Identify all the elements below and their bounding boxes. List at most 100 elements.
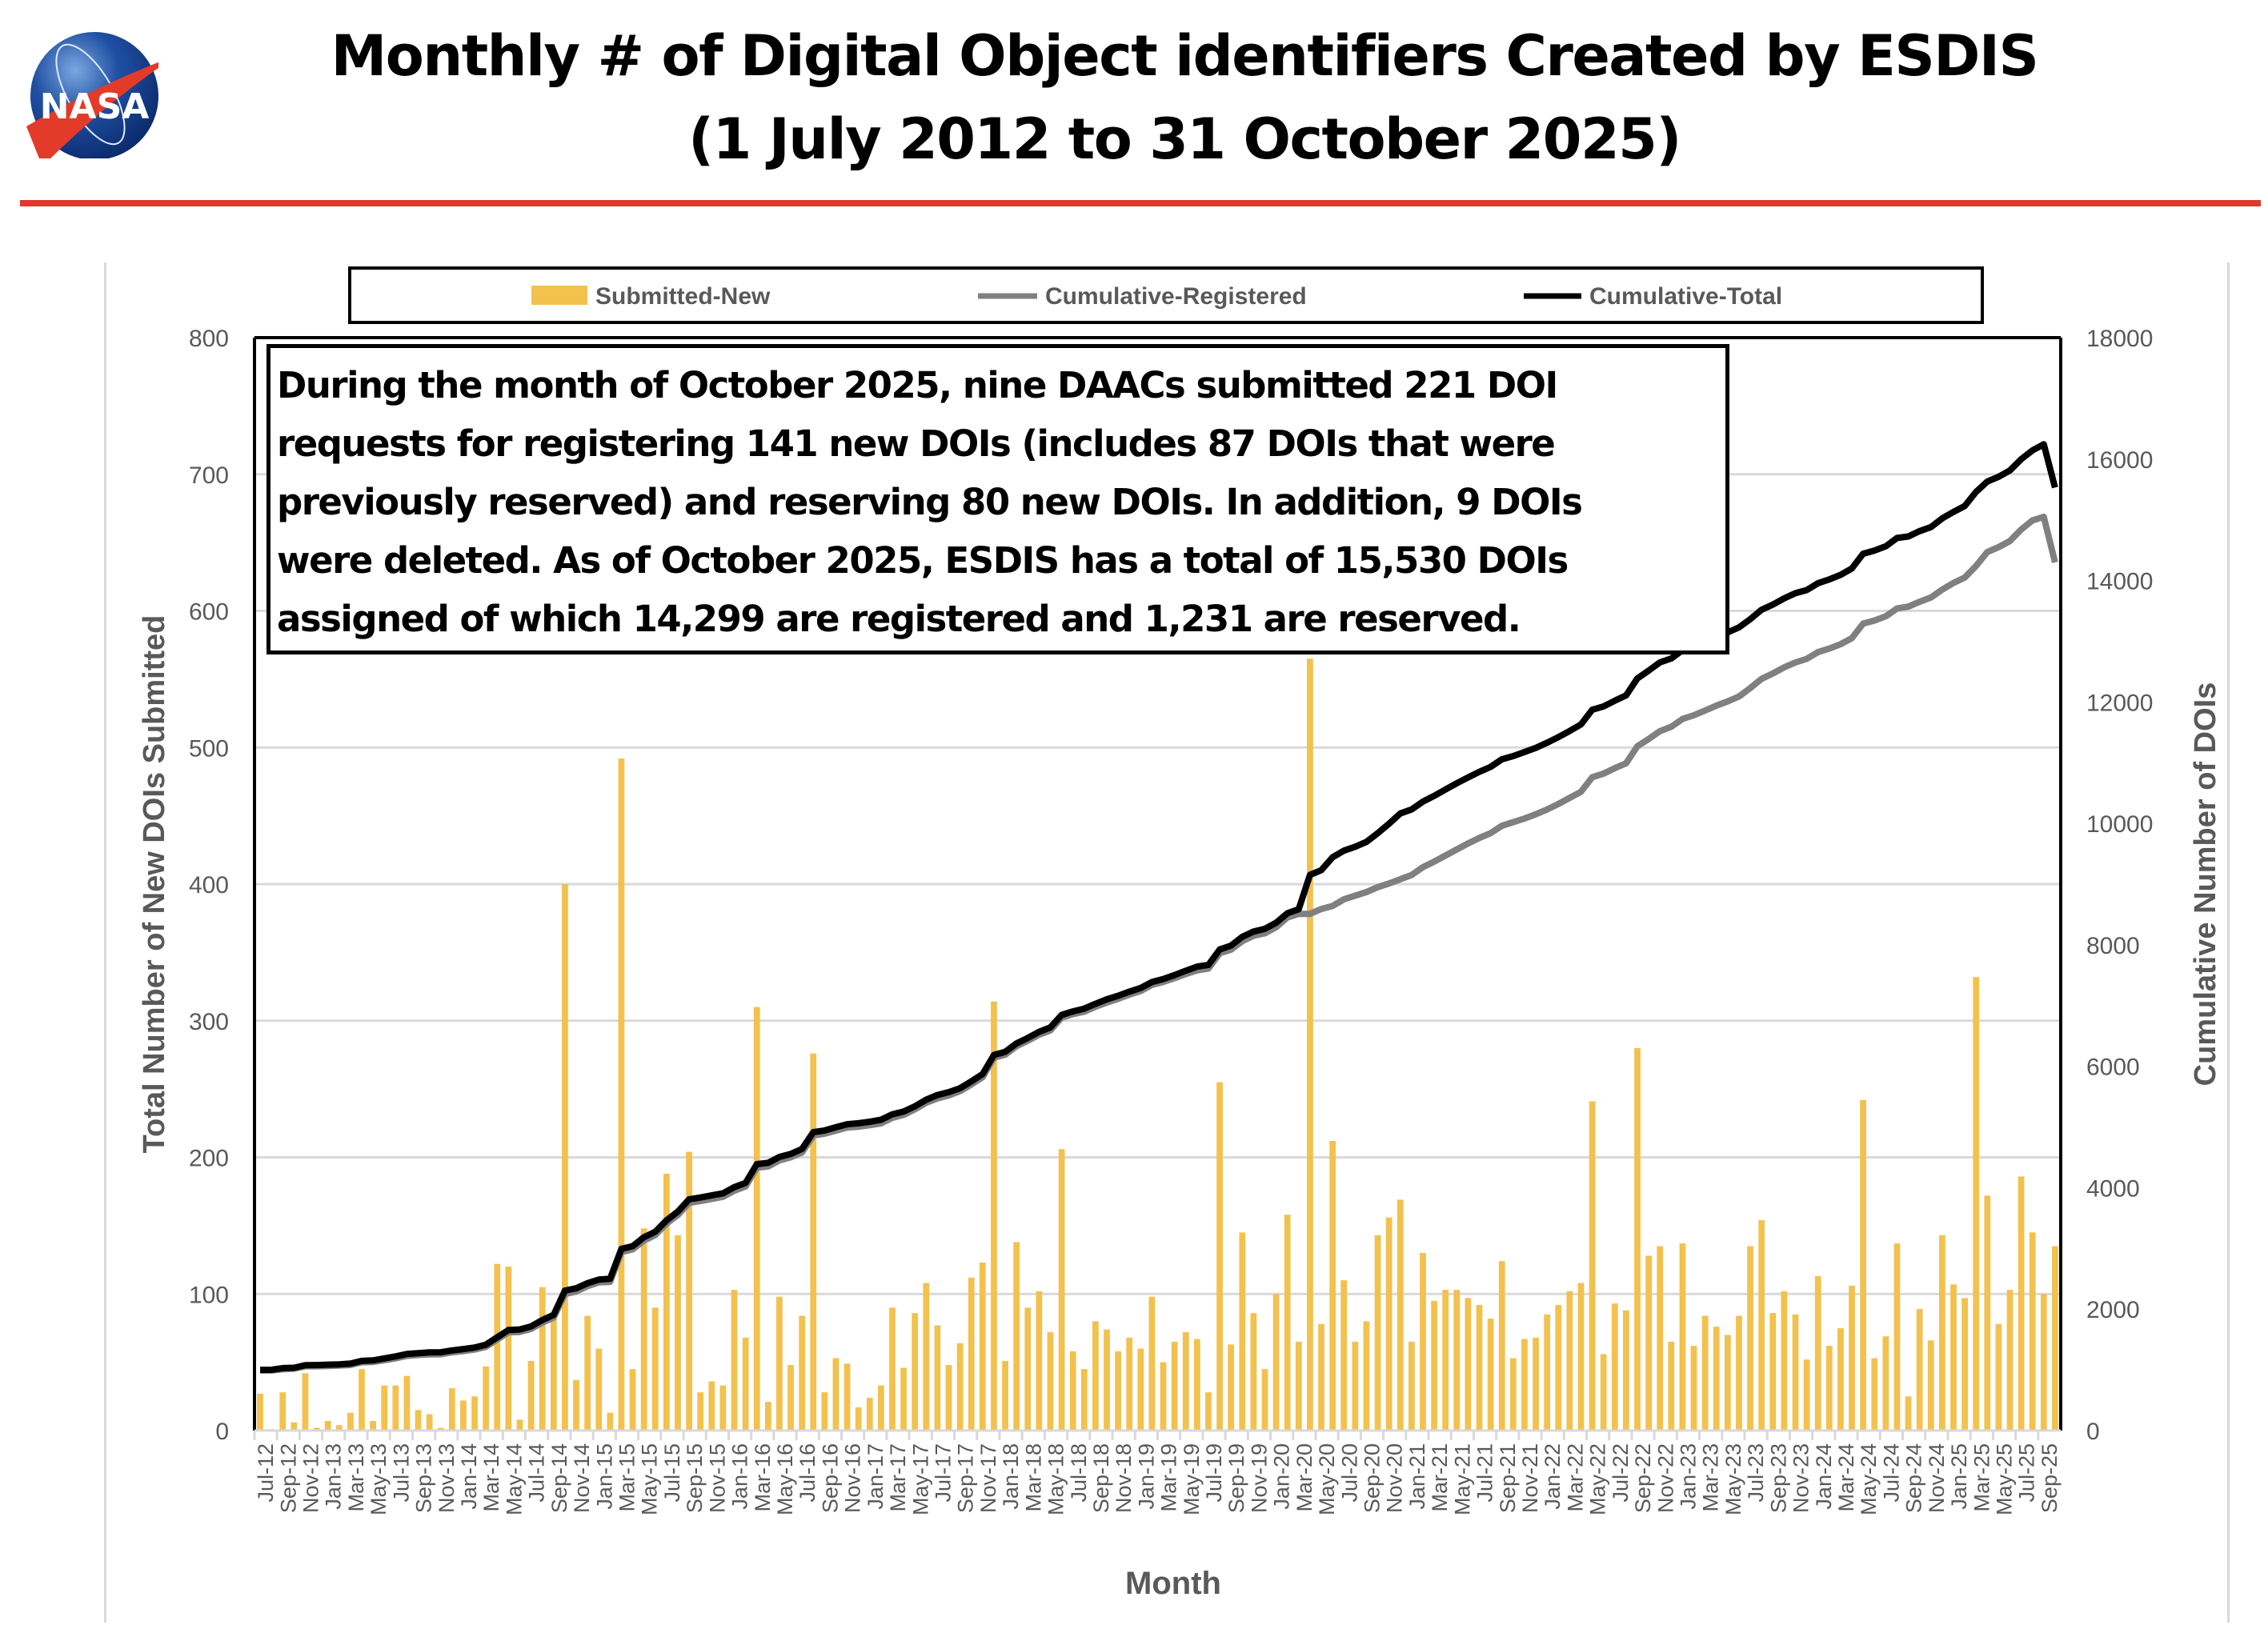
bar-submitted-new <box>776 1296 783 1431</box>
bar-submitted-new <box>923 1283 930 1431</box>
x-tick-label: Mar-15 <box>615 1443 639 1512</box>
x-tick-label: Jul-22 <box>1609 1443 1633 1503</box>
bar-submitted-new <box>1860 1099 1867 1431</box>
bar-submitted-new <box>1408 1342 1415 1431</box>
x-tick-label: Jan-24 <box>1812 1443 1836 1510</box>
x-tick-label: May-24 <box>1857 1443 1881 1515</box>
x-tick-label: May-16 <box>773 1443 797 1515</box>
bar-submitted-new <box>843 1363 851 1431</box>
x-tick-label: Sep-21 <box>1496 1443 1520 1513</box>
x-tick-label: May-23 <box>1721 1443 1745 1515</box>
bar-submitted-new <box>494 1263 501 1431</box>
x-tick-label: May-14 <box>502 1443 526 1515</box>
bar-submitted-new <box>1171 1342 1178 1431</box>
bar-submitted-new <box>855 1407 862 1431</box>
bar-submitted-new <box>1792 1314 1799 1431</box>
bar-submitted-new <box>448 1388 455 1431</box>
bar-submitted-new <box>1533 1337 1539 1431</box>
x-tick-label: Nov-19 <box>1248 1443 1272 1513</box>
bar-submitted-new <box>1736 1315 1742 1431</box>
bar-submitted-new <box>1024 1307 1032 1431</box>
line-cumulative-total <box>260 441 2058 1374</box>
bar-submitted-new <box>787 1365 794 1431</box>
bar-submitted-new <box>1668 1342 1675 1431</box>
bar-submitted-new <box>799 1315 806 1431</box>
bar-submitted-new <box>2029 1232 2036 1431</box>
bar-submitted-new <box>1555 1304 1562 1431</box>
x-tick-label: Sep-25 <box>2038 1443 2062 1513</box>
x-tick-label: Sep-24 <box>1902 1443 1926 1513</box>
bar-submitted-new <box>1916 1309 1923 1431</box>
y-tick-left: 300 <box>189 1009 229 1035</box>
bar-submitted-new <box>1701 1315 1709 1431</box>
bar-submitted-new <box>437 1427 444 1431</box>
x-tick-label: Sep-14 <box>547 1443 571 1513</box>
bar-submitted-new <box>1645 1255 1653 1431</box>
bar-submitted-new <box>1442 1290 1449 1431</box>
bar-submitted-new <box>1657 1246 1664 1431</box>
bar-submitted-new <box>1769 1313 1777 1431</box>
bar-submitted-new <box>426 1414 433 1431</box>
bar-submitted-new <box>697 1392 704 1431</box>
bar-submitted-new <box>460 1400 467 1431</box>
x-tick-label: Sep-17 <box>954 1443 978 1513</box>
bar-submitted-new <box>1340 1280 1348 1431</box>
bar-submitted-new <box>686 1151 692 1431</box>
annotation-line-2: requests for registering 141 new DOIs (i… <box>277 422 1556 465</box>
x-tick-label: Nov-22 <box>1653 1443 1677 1513</box>
bar-submitted-new <box>1058 1149 1065 1431</box>
x-tick-label: Jul-24 <box>1879 1443 1903 1503</box>
x-tick-label: Jan-20 <box>1270 1443 1294 1510</box>
bar-submitted-new <box>832 1358 839 1431</box>
bar-submitted-new <box>1544 1314 1551 1431</box>
x-tick-label: Nov-24 <box>1925 1443 1949 1513</box>
bar-submitted-new <box>1600 1354 1607 1431</box>
bar-submitted-new <box>381 1385 388 1431</box>
bar-submitted-new <box>1284 1215 1291 1431</box>
bar-submitted-new <box>279 1392 287 1431</box>
legend-label-cumulative-registered: Cumulative-Registered <box>1045 283 1307 310</box>
bar-submitted-new <box>1961 1298 1968 1431</box>
x-tick-label: May-13 <box>367 1443 391 1515</box>
bar-submitted-new <box>539 1287 546 1431</box>
y-tick-right: 6000 <box>2086 1055 2140 1081</box>
bar-submitted-new <box>1487 1318 1494 1431</box>
x-tick-label: Sep-20 <box>1360 1443 1384 1513</box>
x-tick-label: Jan-19 <box>1134 1443 1158 1510</box>
axes: 0100200300400500600700800020004000600080… <box>189 326 2154 1515</box>
x-tick-label: Sep-23 <box>1766 1443 1790 1513</box>
bar-submitted-new <box>359 1369 365 1431</box>
bar-submitted-new <box>1882 1336 1889 1431</box>
bar-submitted-new <box>1363 1321 1370 1431</box>
x-tick-label: May-19 <box>1180 1443 1204 1515</box>
y-tick-left: 600 <box>189 599 229 626</box>
bar-submitted-new <box>1193 1339 1200 1431</box>
bar-submitted-new <box>945 1365 952 1431</box>
bar-submitted-new <box>584 1315 591 1431</box>
bar-submitted-new <box>1611 1303 1618 1431</box>
x-tick-label: Jan-22 <box>1541 1443 1565 1510</box>
annotation-line-5: assigned of which 14,299 are registered … <box>277 598 1521 640</box>
y-tick-left: 700 <box>189 462 229 489</box>
x-tick-label: May-25 <box>1993 1443 2017 1515</box>
y-axis-right-label: Cumulative Number of DOIs <box>2189 682 2222 1087</box>
bar-submitted-new <box>1374 1235 1381 1431</box>
bar-submitted-new <box>1871 1358 1878 1431</box>
summary-annotation: During the month of October 2025, nine D… <box>266 344 1729 654</box>
y-tick-left: 800 <box>189 326 229 352</box>
legend-label-cumulative-total: Cumulative-Total <box>1589 283 1782 310</box>
bar-submitted-new <box>257 1393 263 1431</box>
x-tick-label: Nov-18 <box>1112 1443 1136 1513</box>
x-tick-label: Jul-15 <box>660 1443 684 1503</box>
bar-submitted-new <box>991 1001 997 1431</box>
bar-submitted-new <box>516 1419 523 1431</box>
bar-submitted-new <box>562 884 568 1431</box>
bar-submitted-new <box>483 1366 490 1431</box>
bar-submitted-new <box>764 1402 771 1431</box>
x-tick-label: Sep-22 <box>1631 1443 1655 1513</box>
bar-submitted-new <box>1465 1298 1472 1431</box>
bar-submitted-new <box>1713 1327 1720 1431</box>
bar-submitted-new <box>810 1053 817 1431</box>
x-tick-label: Mar-25 <box>1969 1443 1994 1512</box>
x-tick-label: Mar-23 <box>1699 1443 1723 1512</box>
